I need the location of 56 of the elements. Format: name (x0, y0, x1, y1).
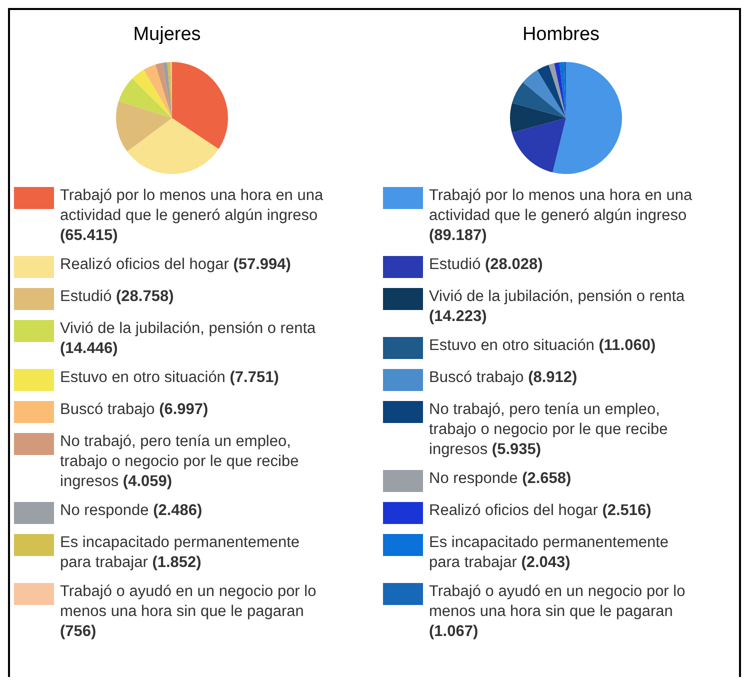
data-label: (7.751) (230, 369, 279, 386)
data-label: (2.658) (522, 470, 572, 487)
pie-slice (167, 62, 172, 118)
legend-label: Estuvo en otro situación (429, 337, 594, 354)
data-label: (28.028) (485, 256, 543, 273)
data-label: (11.060) (598, 337, 656, 354)
data-label: (756) (60, 623, 96, 640)
pie-slice (548, 63, 566, 118)
data-label: (6.997) (159, 401, 208, 418)
pie-slice (552, 62, 622, 174)
pie-slice (155, 62, 172, 118)
data-label: (28.758) (116, 288, 174, 305)
legend-label: Realizó oficios del hogar (429, 502, 598, 519)
legend-label: Buscó trabajo (429, 369, 524, 386)
pie-slice (116, 101, 172, 152)
legend-label: Vivió de la jubilación, pensión o renta (60, 320, 316, 337)
pie-slice (172, 62, 228, 149)
legend-label: Buscó trabajo (60, 401, 155, 418)
data-label: (57.994) (233, 256, 291, 273)
data-label: (2.486) (153, 502, 202, 519)
pie-slice (144, 64, 172, 118)
data-label: (1.067) (429, 623, 478, 640)
legend-label: No responde (429, 470, 518, 487)
pie-slice (537, 64, 566, 118)
legend-label: Vivió de la jubilación, pensión o renta (429, 288, 685, 305)
data-label: (89.187) (429, 227, 487, 244)
legend-label: Estudió (60, 288, 112, 305)
data-label: (4.059) (122, 473, 172, 490)
legend-label: No responde (60, 502, 149, 519)
data-label: (2.516) (602, 502, 652, 519)
legend-label: Estudió (429, 256, 481, 273)
data-label: (5.935) (492, 441, 542, 458)
pie-slice (512, 118, 566, 172)
legend-label: Trabajó o ayudó en un negocio por lo menos una hora sin que le pagaran (429, 583, 686, 620)
chart-title: Mujeres (132, 24, 202, 47)
legend-label: Trabajó o ayudó en un negocio por lo menos una hora sin que le pagaran (60, 583, 316, 620)
legend-label: Trabajó por lo menos una hora en una actividad que le generó algún ingreso (429, 187, 692, 224)
legend-label: Realizó oficios del hogar (60, 256, 229, 273)
data-label: (1.852) (152, 554, 202, 571)
pie-slice (118, 78, 172, 118)
pie-slice (132, 70, 172, 118)
data-label: (14.223) (429, 308, 487, 325)
pie-slice (522, 70, 566, 118)
pie-slice (510, 102, 566, 133)
chart-title: Hombres (521, 24, 601, 47)
legend-label: Trabajó por lo menos una hora en una actividad que le generó algún ingreso (60, 187, 324, 224)
data-label: (8.912) (528, 369, 578, 386)
data-label: (65.415) (60, 227, 118, 244)
pie-slice (512, 82, 566, 118)
pie-slice (162, 62, 172, 118)
legend-label: Estuvo en otro situación (60, 369, 226, 386)
pie-slice (554, 62, 566, 118)
data-label: (14.446) (60, 340, 118, 357)
pie-slice (559, 62, 566, 118)
pie-slice (127, 118, 219, 174)
data-label: (2.043) (521, 554, 570, 571)
